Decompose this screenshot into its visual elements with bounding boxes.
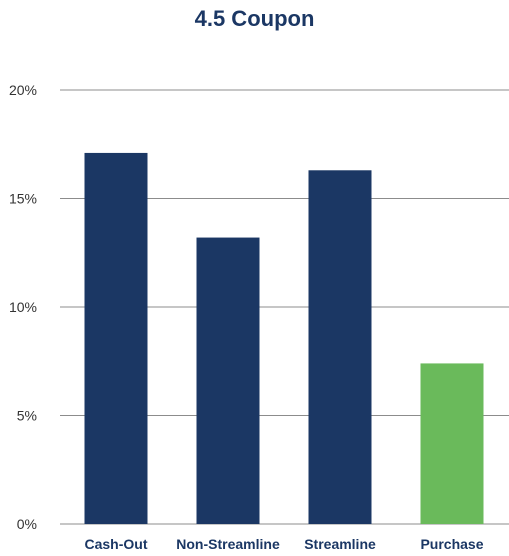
bar-cash-out (84, 152, 148, 524)
x-tick-label-purchase: Purchase (420, 536, 483, 552)
x-tick-label-cash-out: Cash-Out (85, 536, 148, 552)
x-tick-label-streamline: Streamline (304, 536, 376, 552)
bar-streamline (308, 170, 372, 525)
y-tick-label-20: 20% (9, 82, 37, 98)
bar-purchase (420, 363, 484, 524)
bar-non-streamline (196, 237, 260, 524)
y-tick-label-15: 15% (9, 191, 37, 207)
x-tick-label-non-streamline: Non-Streamline (176, 536, 280, 552)
y-tick-label-10: 10% (9, 299, 37, 315)
y-tick-label-0: 0% (17, 516, 37, 532)
chart-title: 4.5 Coupon (194, 6, 315, 31)
y-tick-label-5: 5% (17, 408, 37, 424)
